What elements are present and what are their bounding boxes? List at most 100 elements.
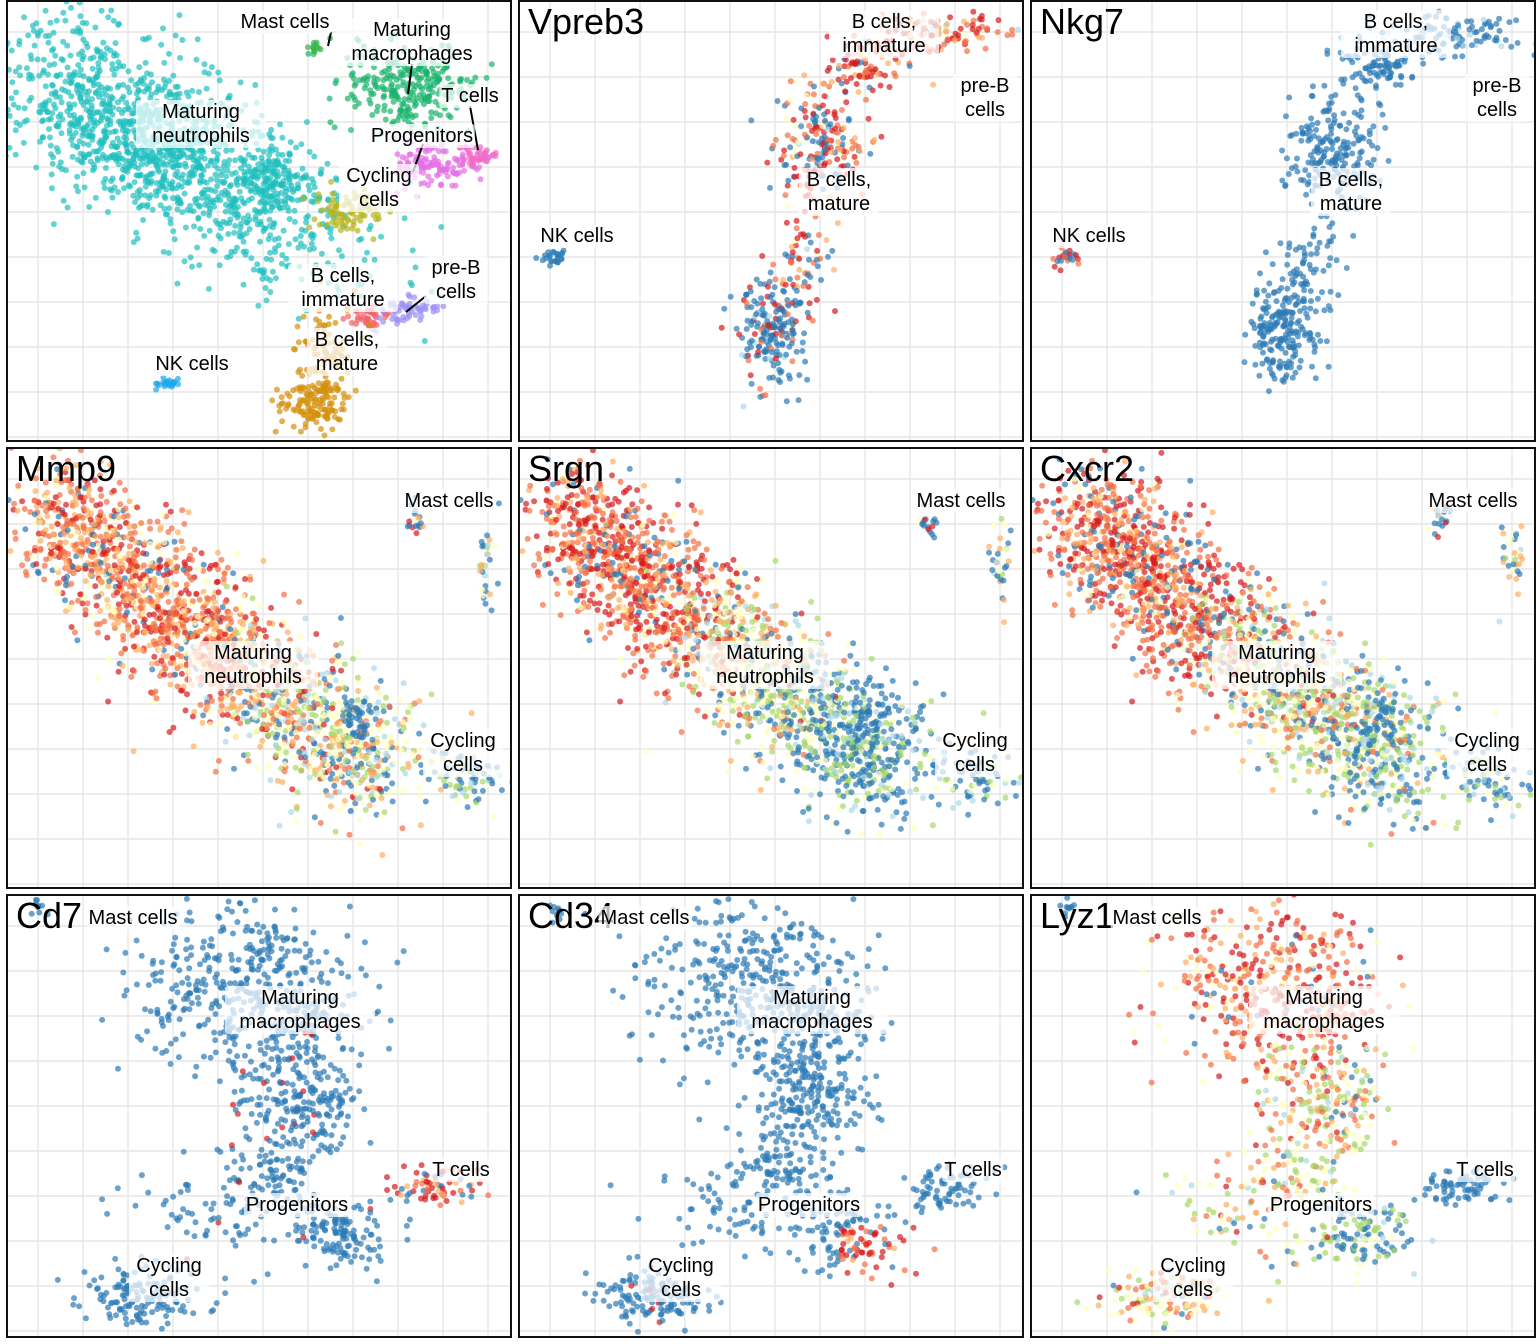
data-point: [46, 126, 52, 132]
data-point: [1286, 94, 1293, 101]
data-point: [435, 148, 442, 155]
data-point: [1298, 137, 1305, 144]
data-point: [303, 119, 310, 125]
data-point: [1480, 16, 1487, 23]
data-point: [210, 199, 217, 206]
data-point: [1384, 75, 1391, 82]
data-point: [232, 222, 239, 229]
data-point: [1354, 162, 1361, 169]
data-point: [1379, 111, 1386, 118]
data-point: [1398, 56, 1405, 63]
data-point: [257, 743, 264, 750]
data-point: [274, 777, 281, 784]
data-point: [226, 157, 233, 164]
data-point: [297, 633, 304, 640]
data-point: [340, 779, 347, 786]
data-point: [1303, 278, 1309, 285]
data-point: [771, 284, 778, 291]
data-point: [200, 588, 207, 595]
data-point: [332, 828, 339, 835]
data-point: [181, 190, 188, 197]
data-point: [397, 106, 404, 113]
data-point: [218, 695, 224, 702]
data-point: [1256, 372, 1263, 379]
data-point: [140, 80, 147, 87]
data-point: [291, 173, 298, 179]
data-point: [411, 294, 418, 301]
data-point: [369, 112, 376, 118]
data-point: [91, 477, 98, 484]
data-point: [187, 207, 194, 214]
data-point: [166, 377, 173, 384]
data-point: [780, 152, 787, 159]
data-point: [77, 150, 84, 157]
data-point: [842, 88, 849, 95]
data-point: [352, 96, 359, 103]
data-point: [413, 71, 420, 78]
data-point: [1268, 338, 1275, 345]
data-point: [1357, 95, 1364, 102]
data-point: [795, 139, 802, 146]
data-point: [257, 238, 263, 245]
data-point: [979, 34, 986, 41]
data-point: [843, 78, 850, 85]
data-point: [328, 178, 335, 185]
data-point: [777, 325, 783, 332]
data-point: [107, 108, 113, 115]
data-point: [37, 537, 44, 544]
data-point: [21, 105, 28, 112]
data-point: [230, 195, 237, 202]
data-point: [250, 266, 257, 273]
data-point: [450, 170, 457, 177]
data-point: [13, 119, 20, 126]
data-point: [845, 115, 852, 122]
data-point: [1382, 63, 1389, 70]
data-point: [261, 225, 268, 232]
data-point: [128, 536, 135, 543]
data-point: [1296, 317, 1303, 324]
data-point: [114, 99, 121, 106]
data-point: [440, 148, 447, 155]
data-point: [822, 117, 829, 124]
data-point: [182, 163, 189, 170]
data-point: [341, 661, 348, 668]
data-point: [264, 192, 271, 199]
data-point: [195, 202, 202, 209]
data-point: [228, 147, 235, 153]
data-point: [1306, 241, 1313, 248]
data-point: [137, 171, 144, 178]
data-point: [1294, 155, 1300, 162]
data-point: [1355, 137, 1362, 144]
data-point: [161, 205, 168, 212]
data-point: [302, 615, 309, 622]
data-point: [85, 76, 92, 82]
data-point: [834, 129, 841, 136]
data-point: [969, 22, 976, 28]
data-point: [170, 228, 177, 235]
data-point: [802, 114, 809, 121]
data-point: [835, 139, 842, 145]
data-point: [217, 221, 224, 228]
data-point: [1321, 307, 1328, 314]
data-point: [994, 29, 1001, 36]
data-point: [154, 592, 161, 598]
data-point: [318, 250, 325, 257]
data-point: [482, 149, 489, 156]
data-point: [361, 85, 368, 92]
data-point: [13, 89, 19, 96]
data-point: [107, 461, 114, 468]
data-point: [748, 117, 755, 124]
data-point: [1508, 43, 1515, 50]
data-point: [252, 705, 259, 712]
data-point: [333, 642, 339, 648]
data-point: [104, 122, 110, 129]
data-point: [957, 25, 964, 32]
data-point: [226, 220, 233, 227]
data-point: [964, 48, 970, 55]
data-point: [80, 170, 87, 177]
data-point: [172, 171, 179, 178]
data-point: [828, 78, 835, 85]
data-point: [412, 264, 419, 271]
data-point: [364, 249, 370, 256]
data-point: [272, 428, 279, 435]
